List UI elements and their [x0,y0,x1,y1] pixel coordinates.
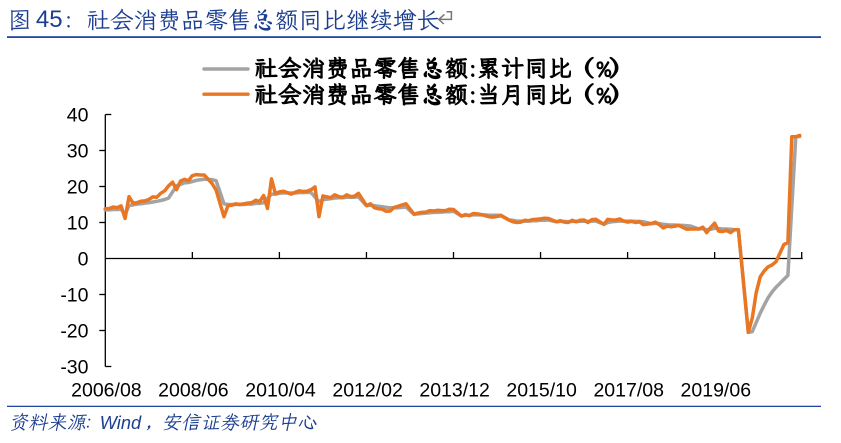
svg-text:2017/08: 2017/08 [593,379,664,401]
svg-text:10: 10 [67,212,89,234]
svg-text:2013/12: 2013/12 [419,379,490,401]
svg-text:30: 30 [67,140,89,162]
svg-text:2015/10: 2015/10 [506,379,577,401]
svg-text:2010/04: 2010/04 [245,379,316,401]
svg-text:-20: -20 [60,320,88,342]
svg-text:2006/08: 2006/08 [71,379,142,401]
svg-text:0: 0 [78,248,89,270]
svg-text:2012/02: 2012/02 [332,379,403,401]
svg-text:45: 45 [36,6,63,33]
svg-text:2008/06: 2008/06 [158,379,229,401]
svg-text:Wind: Wind [100,413,142,433]
svg-text:40: 40 [67,104,89,126]
svg-text:2019/06: 2019/06 [681,379,752,401]
svg-text:-30: -30 [60,356,88,378]
svg-text:-10: -10 [60,284,88,306]
svg-text:20: 20 [67,176,89,198]
